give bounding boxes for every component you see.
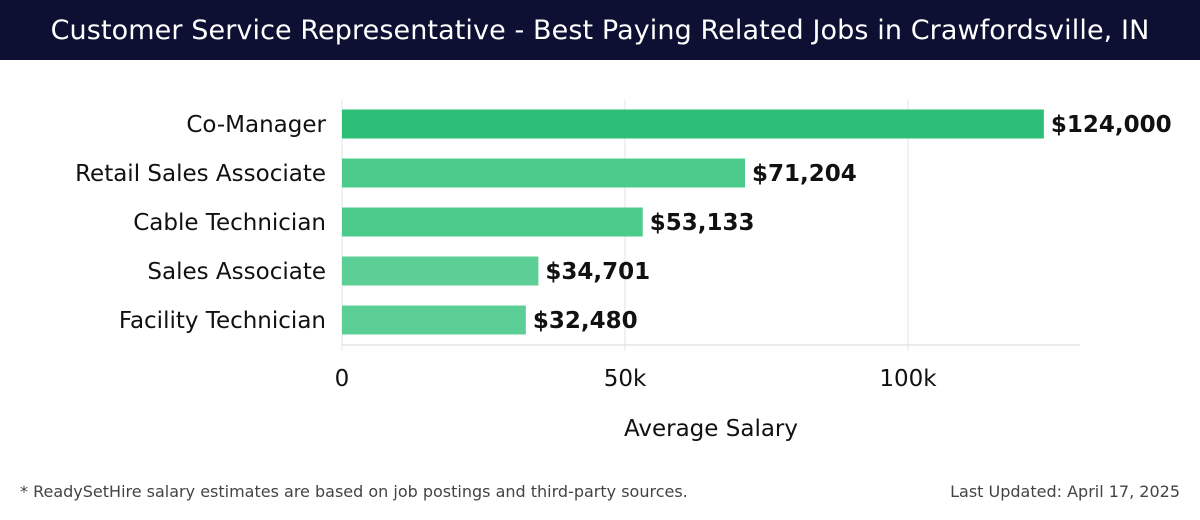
x-axis-title: Average Salary (624, 416, 798, 442)
value-label-4: $32,480 (533, 308, 638, 334)
value-label-1: $71,204 (752, 161, 857, 187)
value-label-0: $124,000 (1051, 112, 1172, 138)
bar-4 (342, 305, 526, 335)
last-updated: Last Updated: April 17, 2025 (950, 482, 1180, 501)
x-tick-label-1: 50k (604, 366, 647, 392)
value-label-2: $53,133 (650, 210, 755, 236)
bar-2 (342, 207, 643, 237)
category-label-2: Cable Technician (133, 210, 326, 236)
category-label-3: Sales Associate (147, 259, 326, 285)
x-tick-label-2: 100k (879, 366, 937, 392)
x-tick-label-0: 0 (335, 366, 350, 392)
footnote: * ReadySetHire salary estimates are base… (20, 482, 688, 501)
chart-header: Customer Service Representative - Best P… (0, 0, 1200, 60)
bar-chart: Co-Manager $124,000 Retail Sales Associate… (75, 100, 1172, 442)
category-label-0: Co-Manager (186, 112, 326, 138)
bar-1 (342, 158, 746, 188)
bar-0 (342, 109, 1044, 139)
chart-title: Customer Service Representative - Best P… (50, 14, 1150, 46)
value-label-3: $34,701 (545, 259, 650, 285)
category-label-4: Facility Technician (119, 308, 326, 334)
bar-3 (342, 256, 539, 286)
category-label-1: Retail Sales Associate (75, 161, 326, 187)
